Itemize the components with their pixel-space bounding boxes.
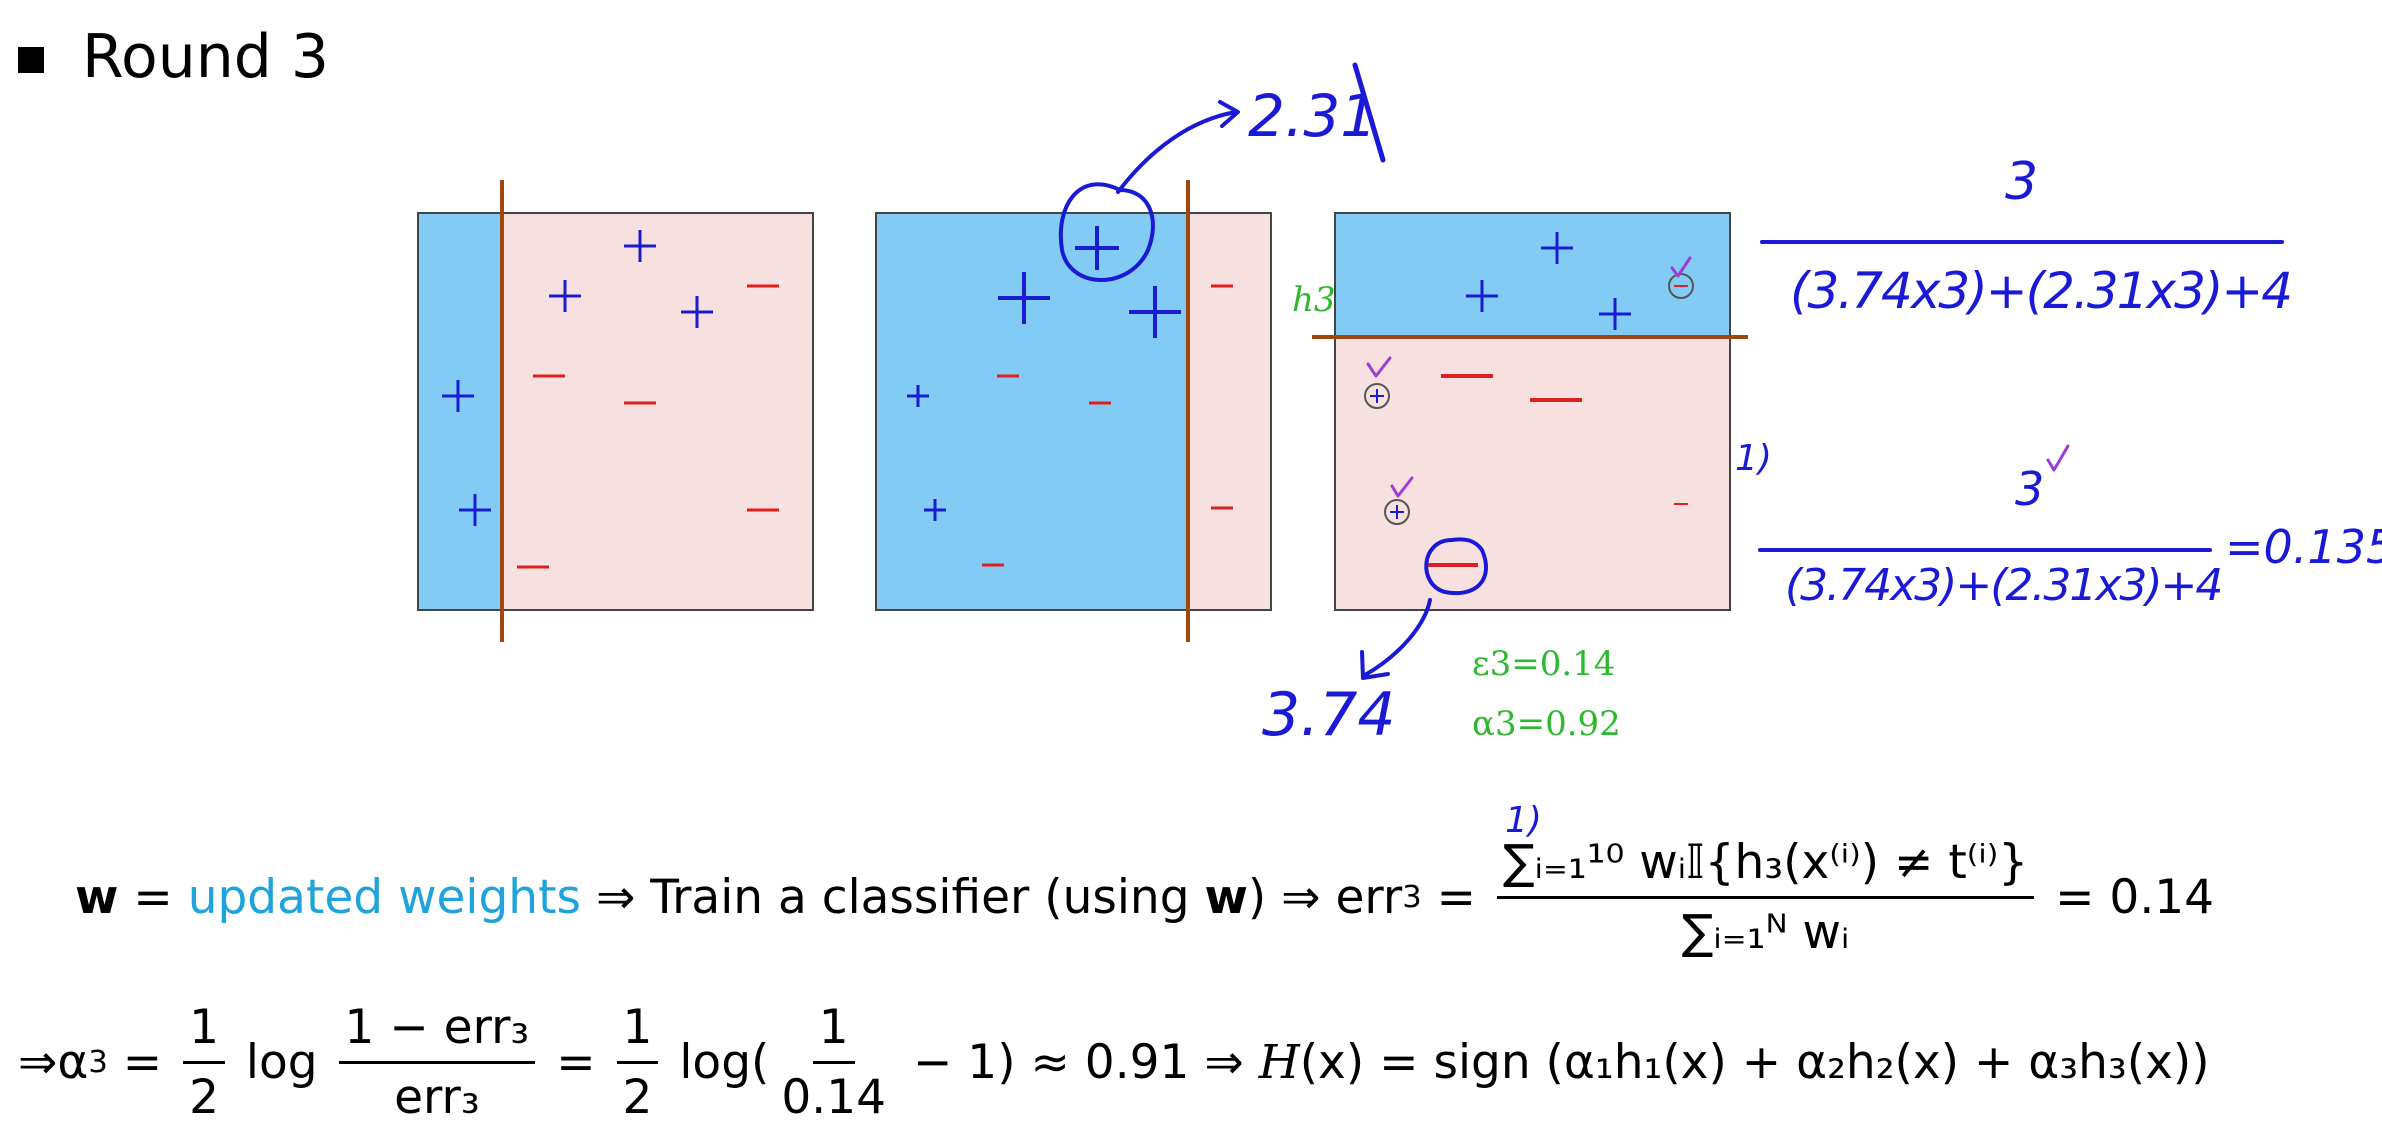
equals-sign: = — [107, 1035, 178, 1090]
plus-mark — [1541, 232, 1573, 264]
half-fraction: 1 2 — [183, 1000, 225, 1125]
weights-symbol: w — [1204, 870, 1248, 925]
plus-mark — [907, 385, 929, 407]
handwritten-numerator-mid: 3 — [2015, 462, 2045, 516]
half-denominator: 2 — [622, 1070, 653, 1125]
err-subscript: 3 — [1402, 880, 1422, 915]
handwritten-numerator-top: 3 — [2005, 152, 2039, 212]
approx-text: − 1) ≈ 0.91 ⇒ — [898, 1035, 1259, 1090]
err-text: ) ⇒ err — [1247, 870, 1403, 925]
bullet-marker — [18, 47, 44, 73]
handwritten-denominator-top: (3.74x3)+(2.31x3)+4 — [1790, 262, 2293, 320]
train-classifier-text: ⇒ Train a classifier (using — [581, 870, 1205, 925]
plus-mark — [681, 296, 713, 328]
handwritten-result-mid: =0.135 — [2225, 520, 2382, 574]
error-result: = 0.14 — [2040, 870, 2215, 925]
plus-mark — [624, 230, 656, 262]
handwritten-annotations — [1058, 62, 2284, 680]
error-numerator: ∑ᵢ₌₁¹⁰ wᵢ𝕀{h₃(x⁽ⁱ⁾) ≠ t⁽ⁱ⁾} — [1496, 835, 2035, 899]
panel-border — [1334, 212, 1731, 611]
tick-stroke — [1352, 62, 1386, 163]
data-points — [442, 226, 1688, 569]
equals-sign: = — [541, 1035, 611, 1090]
alpha-prefix: ⇒α — [18, 1035, 89, 1090]
final-classifier-text: (x) = sign (α₁h₁(x) + α₂h₂(x) + α₃h₃(x)) — [1299, 1035, 2210, 1090]
round3-panel — [1312, 212, 1748, 611]
plus-mark — [549, 280, 581, 312]
plus-mark — [1129, 286, 1181, 338]
panel-border — [875, 212, 1272, 611]
round1-panel — [417, 180, 814, 642]
check-mark — [1670, 256, 1692, 278]
plus-mark — [1075, 226, 1119, 270]
positive-region — [1335, 213, 1730, 337]
slide-heading: Round 3 — [18, 22, 329, 92]
reciprocal-denominator: 0.14 — [781, 1070, 887, 1125]
plus-mark — [1390, 505, 1404, 519]
half-numerator: 1 — [183, 1000, 225, 1064]
negative-region — [1335, 337, 1730, 610]
arrow-head — [1360, 650, 1390, 680]
ring-marker — [1384, 499, 1410, 525]
check-mark — [1390, 476, 1414, 498]
plus-mark — [924, 499, 946, 521]
half-numerator: 1 — [616, 1000, 659, 1064]
circle-highlight — [1058, 182, 1155, 282]
arrow-head — [1218, 100, 1240, 128]
negative-region — [1188, 213, 1271, 610]
positive-region — [418, 213, 502, 610]
ring-marker — [1364, 383, 1390, 409]
alpha-label: α3=0.92 — [1472, 704, 1621, 744]
equals-sign: = — [1421, 870, 1491, 925]
handwritten-weight-minus: 3.74 — [1262, 680, 1396, 750]
plus-mark — [459, 494, 491, 526]
handwritten-one-mark: 1) — [1735, 438, 1772, 479]
check-mark — [2046, 444, 2070, 472]
half-denominator: 2 — [189, 1070, 219, 1125]
handwritten-weight-plus: 2.31 — [1248, 82, 1378, 150]
heading-text: Round 3 — [82, 22, 330, 92]
reciprocal-fraction: 1 0.14 — [775, 1000, 892, 1125]
log-text: log — [230, 1035, 333, 1090]
half-fraction: 1 2 — [616, 1000, 659, 1125]
odds-fraction: 1 − err₃ err₃ — [338, 1000, 536, 1125]
plus-mark — [1599, 298, 1631, 330]
arrow-stroke — [1116, 110, 1238, 194]
updated-weights-link: updated weights — [187, 870, 582, 925]
circle-highlight — [1424, 537, 1489, 596]
reciprocal-numerator: 1 — [812, 1000, 855, 1064]
positive-region — [876, 213, 1188, 610]
alpha-subscript: 3 — [88, 1045, 108, 1080]
log-text: log( — [664, 1035, 770, 1090]
plus-mark — [442, 380, 474, 412]
plus-mark — [1466, 280, 1498, 312]
alpha-equation: ⇒α 3 = 1 2 log 1 − err₃ err₃ = 1 2 log( 1… — [18, 1000, 2210, 1125]
odds-denominator: err₃ — [394, 1070, 480, 1125]
round2-panel — [875, 180, 1272, 642]
handwritten-denominator-mid: (3.74x3)+(2.31x3)+4 — [1785, 560, 2223, 611]
panel-border — [417, 212, 814, 611]
H-symbol: H — [1258, 1035, 1300, 1090]
stump-label-h3: h3 — [1292, 280, 1336, 320]
plus-mark — [998, 272, 1050, 324]
error-denominator: ∑ᵢ₌₁ᴺ wᵢ — [1681, 905, 1850, 960]
handwritten-one-mark: 1) — [1505, 800, 1542, 841]
error-fraction: ∑ᵢ₌₁¹⁰ wᵢ𝕀{h₃(x⁽ⁱ⁾) ≠ t⁽ⁱ⁾} ∑ᵢ₌₁ᴺ wᵢ — [1496, 835, 2035, 960]
arrow-stroke — [1363, 598, 1432, 677]
equals-sign: = — [118, 870, 188, 925]
negative-region — [502, 213, 813, 610]
odds-numerator: 1 − err₃ — [338, 1000, 536, 1064]
epsilon-label: ε3=0.14 — [1472, 644, 1616, 684]
error-equation: w = updated weights ⇒ Train a classifier… — [75, 835, 2214, 960]
plus-mark — [1370, 389, 1384, 403]
weights-symbol: w — [75, 870, 119, 925]
check-mark — [1366, 356, 1392, 378]
